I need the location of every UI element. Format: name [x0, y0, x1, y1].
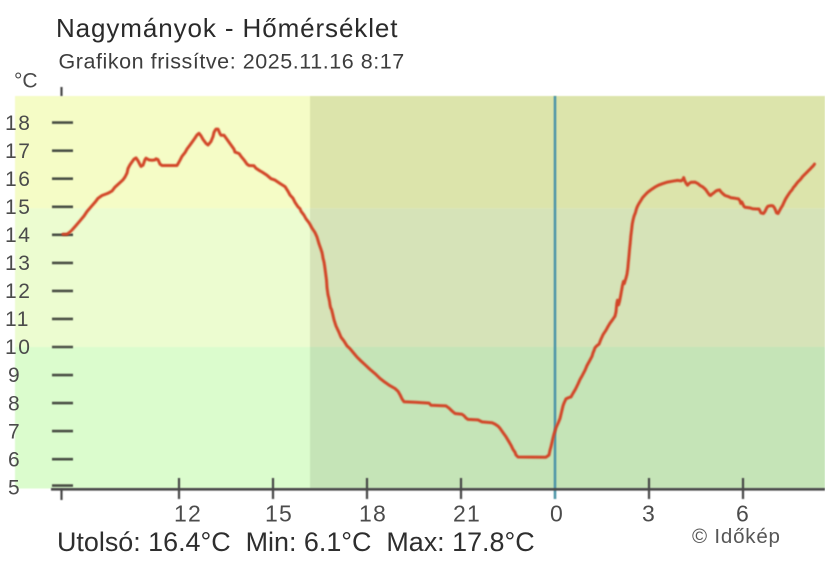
- svg-text:16: 16: [5, 168, 32, 191]
- svg-text:0: 0: [550, 501, 564, 527]
- svg-text:6: 6: [8, 448, 21, 471]
- svg-text:6: 6: [736, 501, 750, 527]
- svg-text:°C: °C: [14, 70, 38, 93]
- svg-text:15: 15: [265, 501, 293, 527]
- svg-text:13: 13: [5, 252, 32, 275]
- svg-text:10: 10: [5, 336, 32, 359]
- svg-text:Grafikon frissítve: 2025.11.16: Grafikon frissítve: 2025.11.16 8:17: [59, 50, 405, 74]
- svg-text:7: 7: [8, 420, 21, 443]
- svg-text:12: 12: [5, 280, 32, 303]
- svg-text:18: 18: [359, 501, 387, 527]
- svg-text:18: 18: [5, 112, 32, 135]
- svg-text:8: 8: [8, 392, 21, 415]
- svg-text:21: 21: [453, 501, 481, 527]
- svg-text:© Időkép: © Időkép: [692, 525, 781, 548]
- svg-text:14: 14: [5, 224, 32, 247]
- svg-text:15: 15: [5, 196, 32, 219]
- svg-text:17: 17: [5, 140, 32, 163]
- svg-text:9: 9: [8, 364, 21, 387]
- svg-text:Utolsó: 16.4°C Min: 6.1°C Ma: Utolsó: 16.4°C Min: 6.1°C Max: 17.8°C: [57, 527, 535, 557]
- svg-text:3: 3: [642, 501, 656, 527]
- svg-text:12: 12: [174, 501, 202, 527]
- svg-text:5: 5: [8, 476, 21, 499]
- svg-text:Nagymányok - Hőmérséklet: Nagymányok - Hőmérséklet: [56, 13, 398, 43]
- svg-text:11: 11: [5, 308, 30, 331]
